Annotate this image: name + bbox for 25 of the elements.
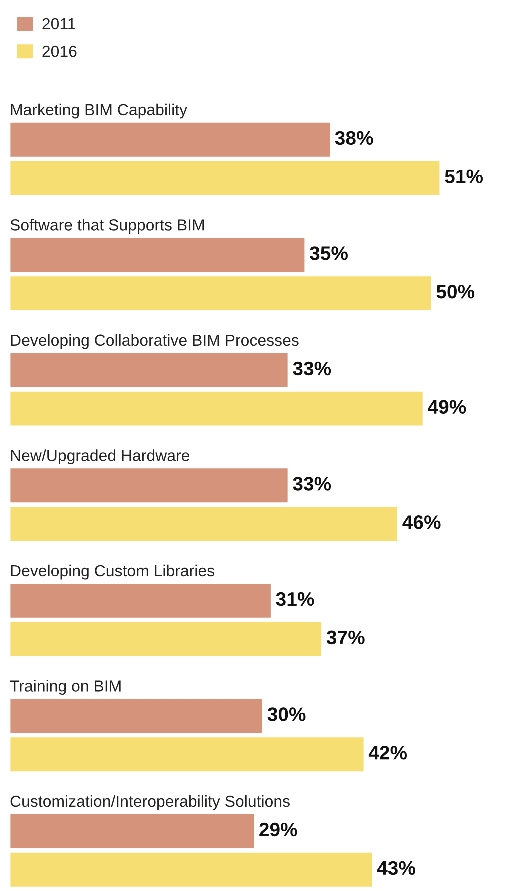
data-label: 46% bbox=[402, 516, 441, 530]
data-label: 30% bbox=[268, 708, 306, 722]
data-label: 37% bbox=[326, 630, 365, 645]
legend-label: 2011 bbox=[42, 18, 76, 30]
y-tick-label: Training on BIM bbox=[10, 680, 121, 696]
data-label: 42% bbox=[368, 746, 408, 760]
data-label: 49% bbox=[428, 400, 466, 414]
y-tick-label: Customization/Interoperability Solutions bbox=[10, 795, 290, 810]
data-label: 33% bbox=[293, 362, 332, 376]
data-label: 31% bbox=[276, 592, 314, 606]
data-label: 50% bbox=[436, 285, 475, 299]
legend-label: 2016 bbox=[42, 46, 77, 58]
y-tick-label: Software that Supports BIM bbox=[10, 219, 204, 234]
bar bbox=[10, 160, 442, 197]
data-label: 43% bbox=[377, 861, 416, 876]
bar bbox=[10, 122, 332, 158]
data-label: 29% bbox=[260, 822, 298, 837]
data-label: 35% bbox=[310, 246, 348, 260]
data-label: 33% bbox=[293, 477, 332, 491]
y-tick-label: New/Upgraded Hardware bbox=[11, 450, 190, 465]
y-tick-label: Marketing BIM Capability bbox=[11, 104, 188, 119]
y-tick-label: Developing Custom Libraries bbox=[11, 564, 214, 580]
data-label: 38% bbox=[335, 131, 374, 146]
y-tick-label: Developing Collaborative BIM Processes bbox=[11, 334, 299, 350]
data-label: 51% bbox=[445, 170, 484, 184]
